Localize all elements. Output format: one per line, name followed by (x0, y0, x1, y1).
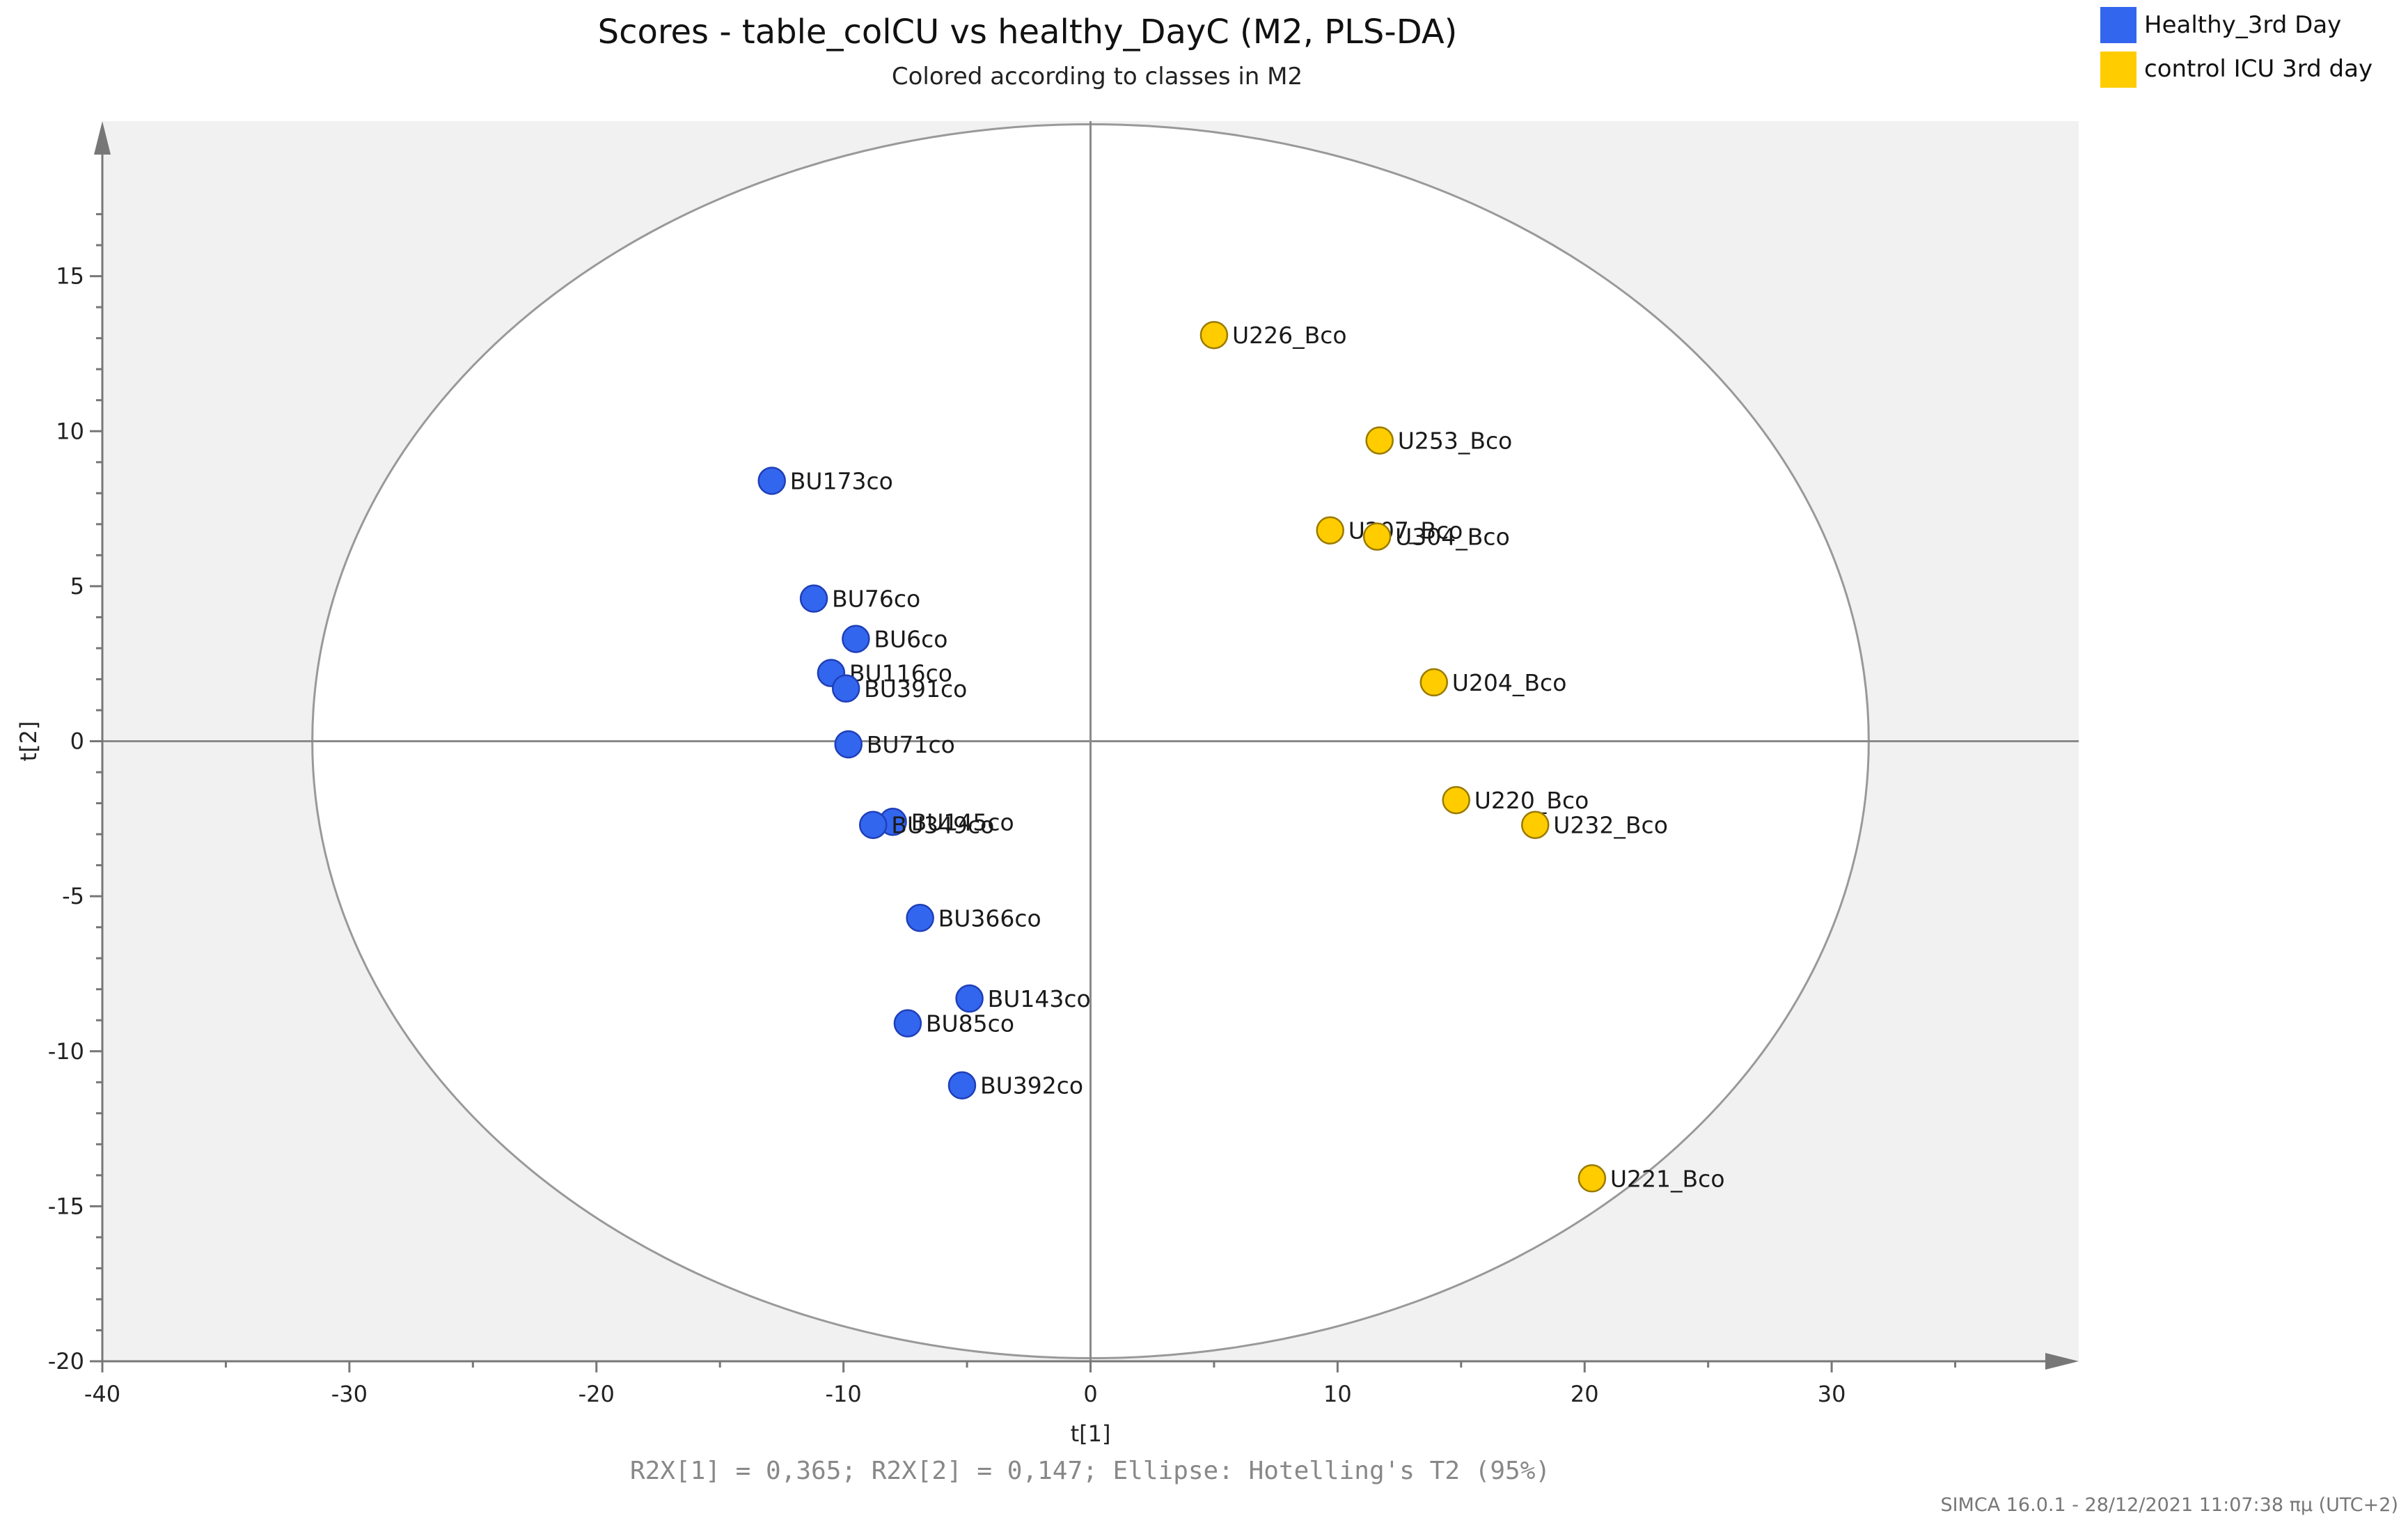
data-point-u304-bco (1362, 522, 1392, 551)
point-label-bu143co: BU143co (988, 985, 1091, 1012)
data-point-bu366co (906, 904, 934, 932)
x-tick-label: -40 (84, 1381, 120, 1407)
data-point-bu173co (757, 467, 786, 495)
data-point-bu349co (858, 811, 888, 839)
point-label-bu76co: BU76co (832, 586, 920, 613)
y-tick-label: -5 (62, 883, 84, 909)
y-tick-label: -20 (48, 1348, 84, 1375)
point-label-u304-bco: U304_Bco (1395, 524, 1510, 551)
legend-swatch-healthy (2100, 7, 2136, 43)
point-label-bu71co: BU71co (867, 731, 955, 758)
point-label-u220-bco: U220_Bco (1474, 787, 1589, 814)
data-point-u221-bco (1577, 1164, 1607, 1193)
point-label-u221-bco: U221_Bco (1610, 1165, 1725, 1192)
legend-swatch-control-icu (2100, 52, 2136, 88)
y-axis-arrow-icon (94, 121, 111, 155)
x-axis-arrow-icon (2045, 1353, 2079, 1370)
data-point-u204-bco (1419, 668, 1449, 697)
point-label-u232-bco: U232_Bco (1553, 812, 1668, 839)
point-label-bu173co: BU173co (790, 467, 893, 494)
data-point-bu85co (893, 1009, 922, 1037)
software-footer: SIMCA 16.0.1 - 28/12/2021 11:07:38 πμ (U… (1940, 1494, 2398, 1516)
tick-labels: -40 -30 -20 -10 0 10 20 30 -20 -15 -10 -5 0 5 10 15 (48, 263, 1846, 1407)
y-tick-label: 15 (56, 263, 84, 290)
data-point-u220-bco (1442, 785, 1470, 815)
data-point-u207-bco (1316, 516, 1344, 545)
point-label-bu366co: BU366co (938, 905, 1041, 932)
data-point-bu76co (799, 584, 828, 613)
legend: Healthy_3rd Day control ICU 3rd day (2100, 7, 2372, 88)
y-tick-label: 5 (70, 573, 84, 600)
legend-label-control-icu: control ICU 3rd day (2144, 55, 2372, 83)
point-label-bu116co: BU116co (849, 660, 952, 687)
x-axis-label: t[1] (1071, 1420, 1111, 1447)
chart-title: Scores - table_colCU vs healthy_DayC (M2… (598, 13, 1458, 52)
x-tick-label: 0 (1083, 1381, 1097, 1407)
chart-subtitle: Colored according to classes in M2 (892, 63, 1303, 91)
point-label-bu391co: BU391co (864, 675, 967, 703)
data-point-bu143co (955, 984, 984, 1013)
tick-marks (90, 213, 1957, 1372)
y-axis-label: t[2] (15, 721, 42, 762)
point-label-u204-bco: U204_Bco (1452, 669, 1567, 696)
data-point-bu71co (834, 730, 863, 759)
y-tick-label: -10 (48, 1038, 84, 1065)
data-point-u232-bco (1521, 811, 1550, 839)
y-tick-label: -15 (48, 1193, 84, 1219)
point-label-bu349co: BU349co (891, 812, 994, 839)
point-label-u253-bco: U253_Bco (1398, 428, 1513, 455)
point-label-u226-bco: U226_Bco (1232, 322, 1347, 349)
x-tick-label: 20 (1571, 1381, 1599, 1407)
data-point-bu391co (831, 674, 860, 703)
data-point-u226-bco (1199, 320, 1229, 350)
y-tick-label: 10 (56, 418, 84, 444)
axes (94, 121, 2079, 1370)
point-label-bu85co: BU85co (926, 1010, 1014, 1037)
x-tick-label: -30 (331, 1381, 368, 1407)
x-tick-label: -10 (825, 1381, 861, 1407)
data-point-bu392co (947, 1071, 977, 1099)
model-footnote: R2X[1] = 0,365; R2X[2] = 0,147; Ellipse:… (630, 1457, 1550, 1485)
y-tick-label: 0 (70, 728, 84, 755)
point-label-bu6co: BU6co (874, 626, 947, 653)
x-tick-label: -20 (579, 1381, 615, 1407)
x-tick-label: 30 (1818, 1381, 1846, 1407)
legend-label-healthy: Healthy_3rd Day (2144, 11, 2341, 39)
x-tick-label: 10 (1323, 1381, 1352, 1407)
data-point-bu6co (842, 625, 870, 653)
point-label-bu145co: BU145co (911, 808, 1014, 836)
data-point-u253-bco (1365, 426, 1394, 455)
point-label-bu392co: BU392co (980, 1072, 1083, 1099)
